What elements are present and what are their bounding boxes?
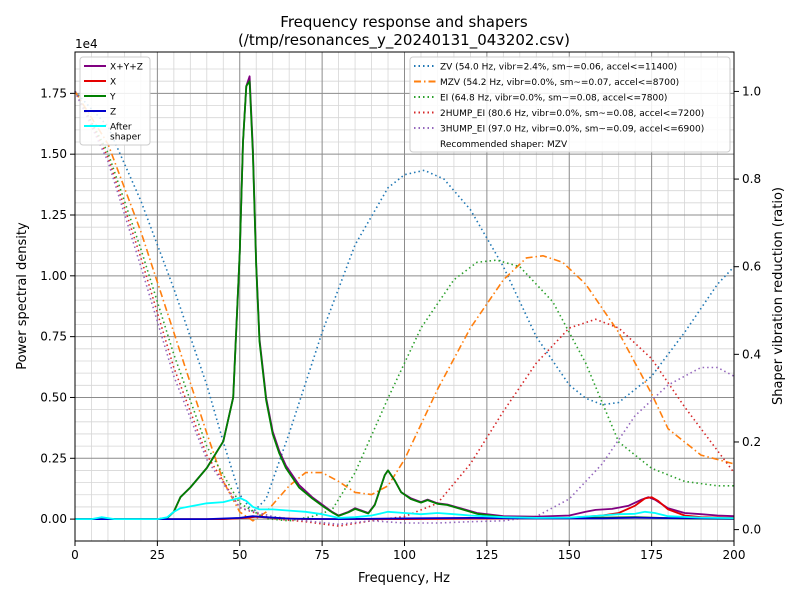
legend-psd-box [79,56,151,146]
legend-shapers: ZV (54.0 Hz, vibr=2.4%, sm~=0.06, accel<… [409,56,731,153]
y2-tick-label: 0.8 [742,172,761,186]
shaper-curve [74,91,735,527]
chart-title: Frequency response and shapers [280,13,528,31]
y2-axis-label: Shaper vibration reduction (ratio) [771,187,786,405]
psd-curve [75,515,735,520]
y-tick-label: 1.00 [40,269,67,283]
axes: 0 25 50 75 100 125 150 175 200 0.00 0.25 0.50 0.75 1.… [40,84,761,562]
x-tick-label: 175 [640,548,663,562]
y-tick-label: 0.50 [40,390,67,404]
y-tick-label: 0.00 [40,512,67,526]
legend-psd-label: Y [109,93,116,103]
legend-shapers-box [409,56,731,153]
y-tick-label: 1.75 [40,86,67,100]
legend-psd-label-line: X+Y+Z [110,63,143,73]
legend-psd-label-line: After [110,123,132,133]
y-axis-label: Power spectral density [15,222,30,370]
plot-lines [74,75,735,527]
x-tick-label: 0 [71,548,79,562]
x-tick-label: 50 [232,548,247,562]
y2-tick-label: 0.2 [742,435,761,449]
x-tick-label: 200 [723,548,746,562]
y2-tick-label: 0.4 [742,347,761,361]
legend-shaper-label: 3HUMP_EI (97.0 Hz, vibr=0.0%, sm~=0.09, … [440,125,704,135]
legend-psd-label-line: Z [110,108,116,118]
x-axis-label: Frequency, Hz [358,571,450,586]
legend-shaper-label: MZV (54.2 Hz, vibr=0.0%, sm~=0.07, accel… [440,78,679,88]
y2-tick-label: 0.6 [742,260,761,274]
legend-shaper-label: ZV (54.0 Hz, vibr=2.4%, sm~=0.06, accel<… [440,63,677,73]
shaper-curve [74,90,735,522]
legend-psd-label: Z [110,108,116,118]
y2-tick-label: 0.0 [742,523,761,537]
y2-tick-label: 1.0 [742,84,761,98]
shaper-curve [74,90,735,513]
shaper-curve [74,91,735,526]
legend-recommended-label: Recommended shaper: MZV [440,140,568,150]
y-tick-label: 0.75 [40,330,67,344]
legend-psd-label: X+Y+Z [110,63,143,73]
x-tick-label: 150 [558,548,581,562]
legend-psd-label-line: Y [109,93,116,103]
legend-psd-label-line: X [110,78,116,88]
y-tick-label: 1.50 [40,147,67,161]
shaper-curve [74,91,734,522]
x-tick-label: 25 [150,548,165,562]
legend-psd: X+Y+Z XYZ After shaper [79,56,151,146]
y-offset-label: 1e4 [75,37,98,51]
legend-shaper-label: EI (64.8 Hz, vibr=0.0%, sm~=0.08, accel<… [440,94,667,104]
x-tick-label: 125 [475,548,498,562]
x-tick-label: 75 [314,548,329,562]
psd-curve [75,80,735,520]
legend-psd-label-line: shaper [110,133,141,143]
psd-curve [75,497,735,520]
y-tick-label: 1.25 [40,208,67,222]
legend-psd-label: After shaper [110,123,141,143]
chart-subtitle: (/tmp/resonances_y_20240131_043202.csv) [238,31,570,50]
legend-psd-label: X [110,78,116,88]
x-tick-label: 100 [393,548,416,562]
y-tick-label: 0.25 [40,451,67,465]
legend-shaper-label: 2HUMP_EI (80.6 Hz, vibr=0.0%, sm~=0.08, … [440,109,704,119]
